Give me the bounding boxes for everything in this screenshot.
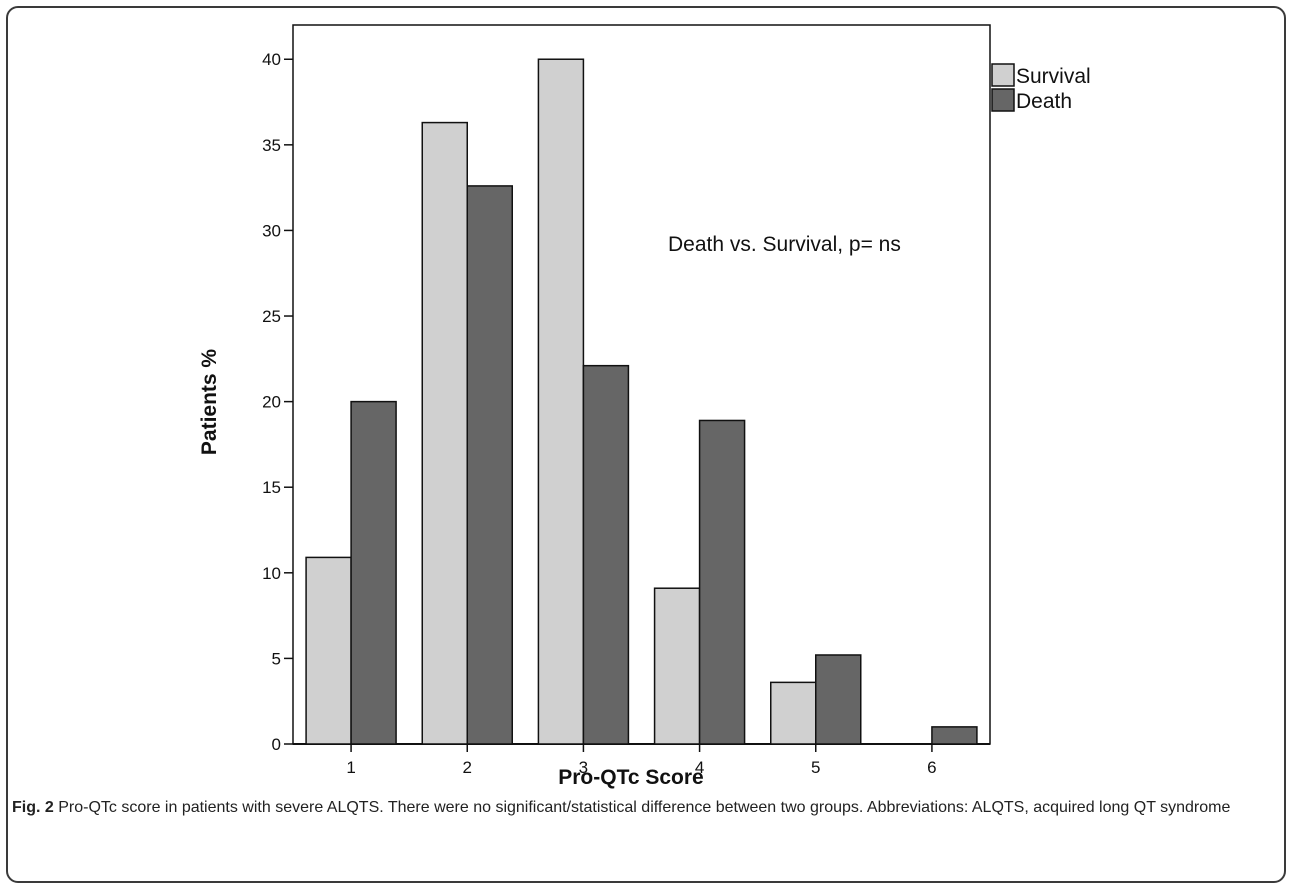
bar-survival-1 xyxy=(305,556,352,745)
y-tick-label: 10 xyxy=(262,564,281,583)
x-axis-title: Pro-QTc Score xyxy=(558,766,703,789)
bar-survival-5 xyxy=(770,681,817,745)
legend-label-death: Death xyxy=(1016,90,1072,113)
bar-death-6 xyxy=(931,726,978,745)
bar-death-1 xyxy=(350,400,397,745)
caption-label: Fig. 2 xyxy=(12,799,54,816)
y-tick-label: 5 xyxy=(272,649,281,668)
y-tick-label: 25 xyxy=(262,307,281,326)
legend-swatch-survival xyxy=(991,63,1015,87)
y-tick-label: 0 xyxy=(272,735,281,754)
bars xyxy=(305,58,978,745)
bar-survival-2 xyxy=(421,121,468,745)
legend-swatch-death xyxy=(991,88,1015,112)
bar-death-2 xyxy=(466,185,513,745)
bar-death-5 xyxy=(815,654,862,745)
x-tick-label: 1 xyxy=(346,758,355,777)
x-tick-label: 2 xyxy=(463,758,472,777)
bar-chart: 0 5 10 15 20 25 30 35 40 1 2 3 4 5 6 Pro-QTc Score Pat… xyxy=(198,24,1091,789)
plot-frame xyxy=(292,24,991,745)
bar-death-3 xyxy=(582,364,630,745)
legend-label-survival: Survival xyxy=(1016,65,1091,88)
y-axis-title: Patients % xyxy=(198,349,221,456)
figure-caption: Fig. 2 Pro-QTc score in patients with se… xyxy=(12,796,1282,819)
figure-frame xyxy=(6,6,1286,883)
x-tick-label: 5 xyxy=(811,758,820,777)
axes xyxy=(284,24,991,752)
y-tick-label: 20 xyxy=(262,393,281,412)
tick-labels: 0 5 10 15 20 25 30 35 40 1 2 3 4 5 6 xyxy=(262,50,937,777)
bar-survival-4 xyxy=(653,587,701,745)
bar-death-4 xyxy=(698,419,746,745)
bar-survival-3 xyxy=(537,58,585,745)
x-tick-label: 3 xyxy=(579,758,588,777)
y-tick-label: 35 xyxy=(262,136,281,155)
y-tick-label: 40 xyxy=(262,50,281,69)
legend: Survival Death xyxy=(991,63,1091,113)
caption-text: Pro-QTc score in patients with severe AL… xyxy=(53,799,1231,816)
significance-annotation: Death vs. Survival, p= ns xyxy=(668,233,901,256)
x-tick-label: 6 xyxy=(927,758,936,777)
y-tick-label: 30 xyxy=(262,221,281,240)
y-tick-label: 15 xyxy=(262,478,281,497)
x-tick-label: 4 xyxy=(695,758,704,777)
